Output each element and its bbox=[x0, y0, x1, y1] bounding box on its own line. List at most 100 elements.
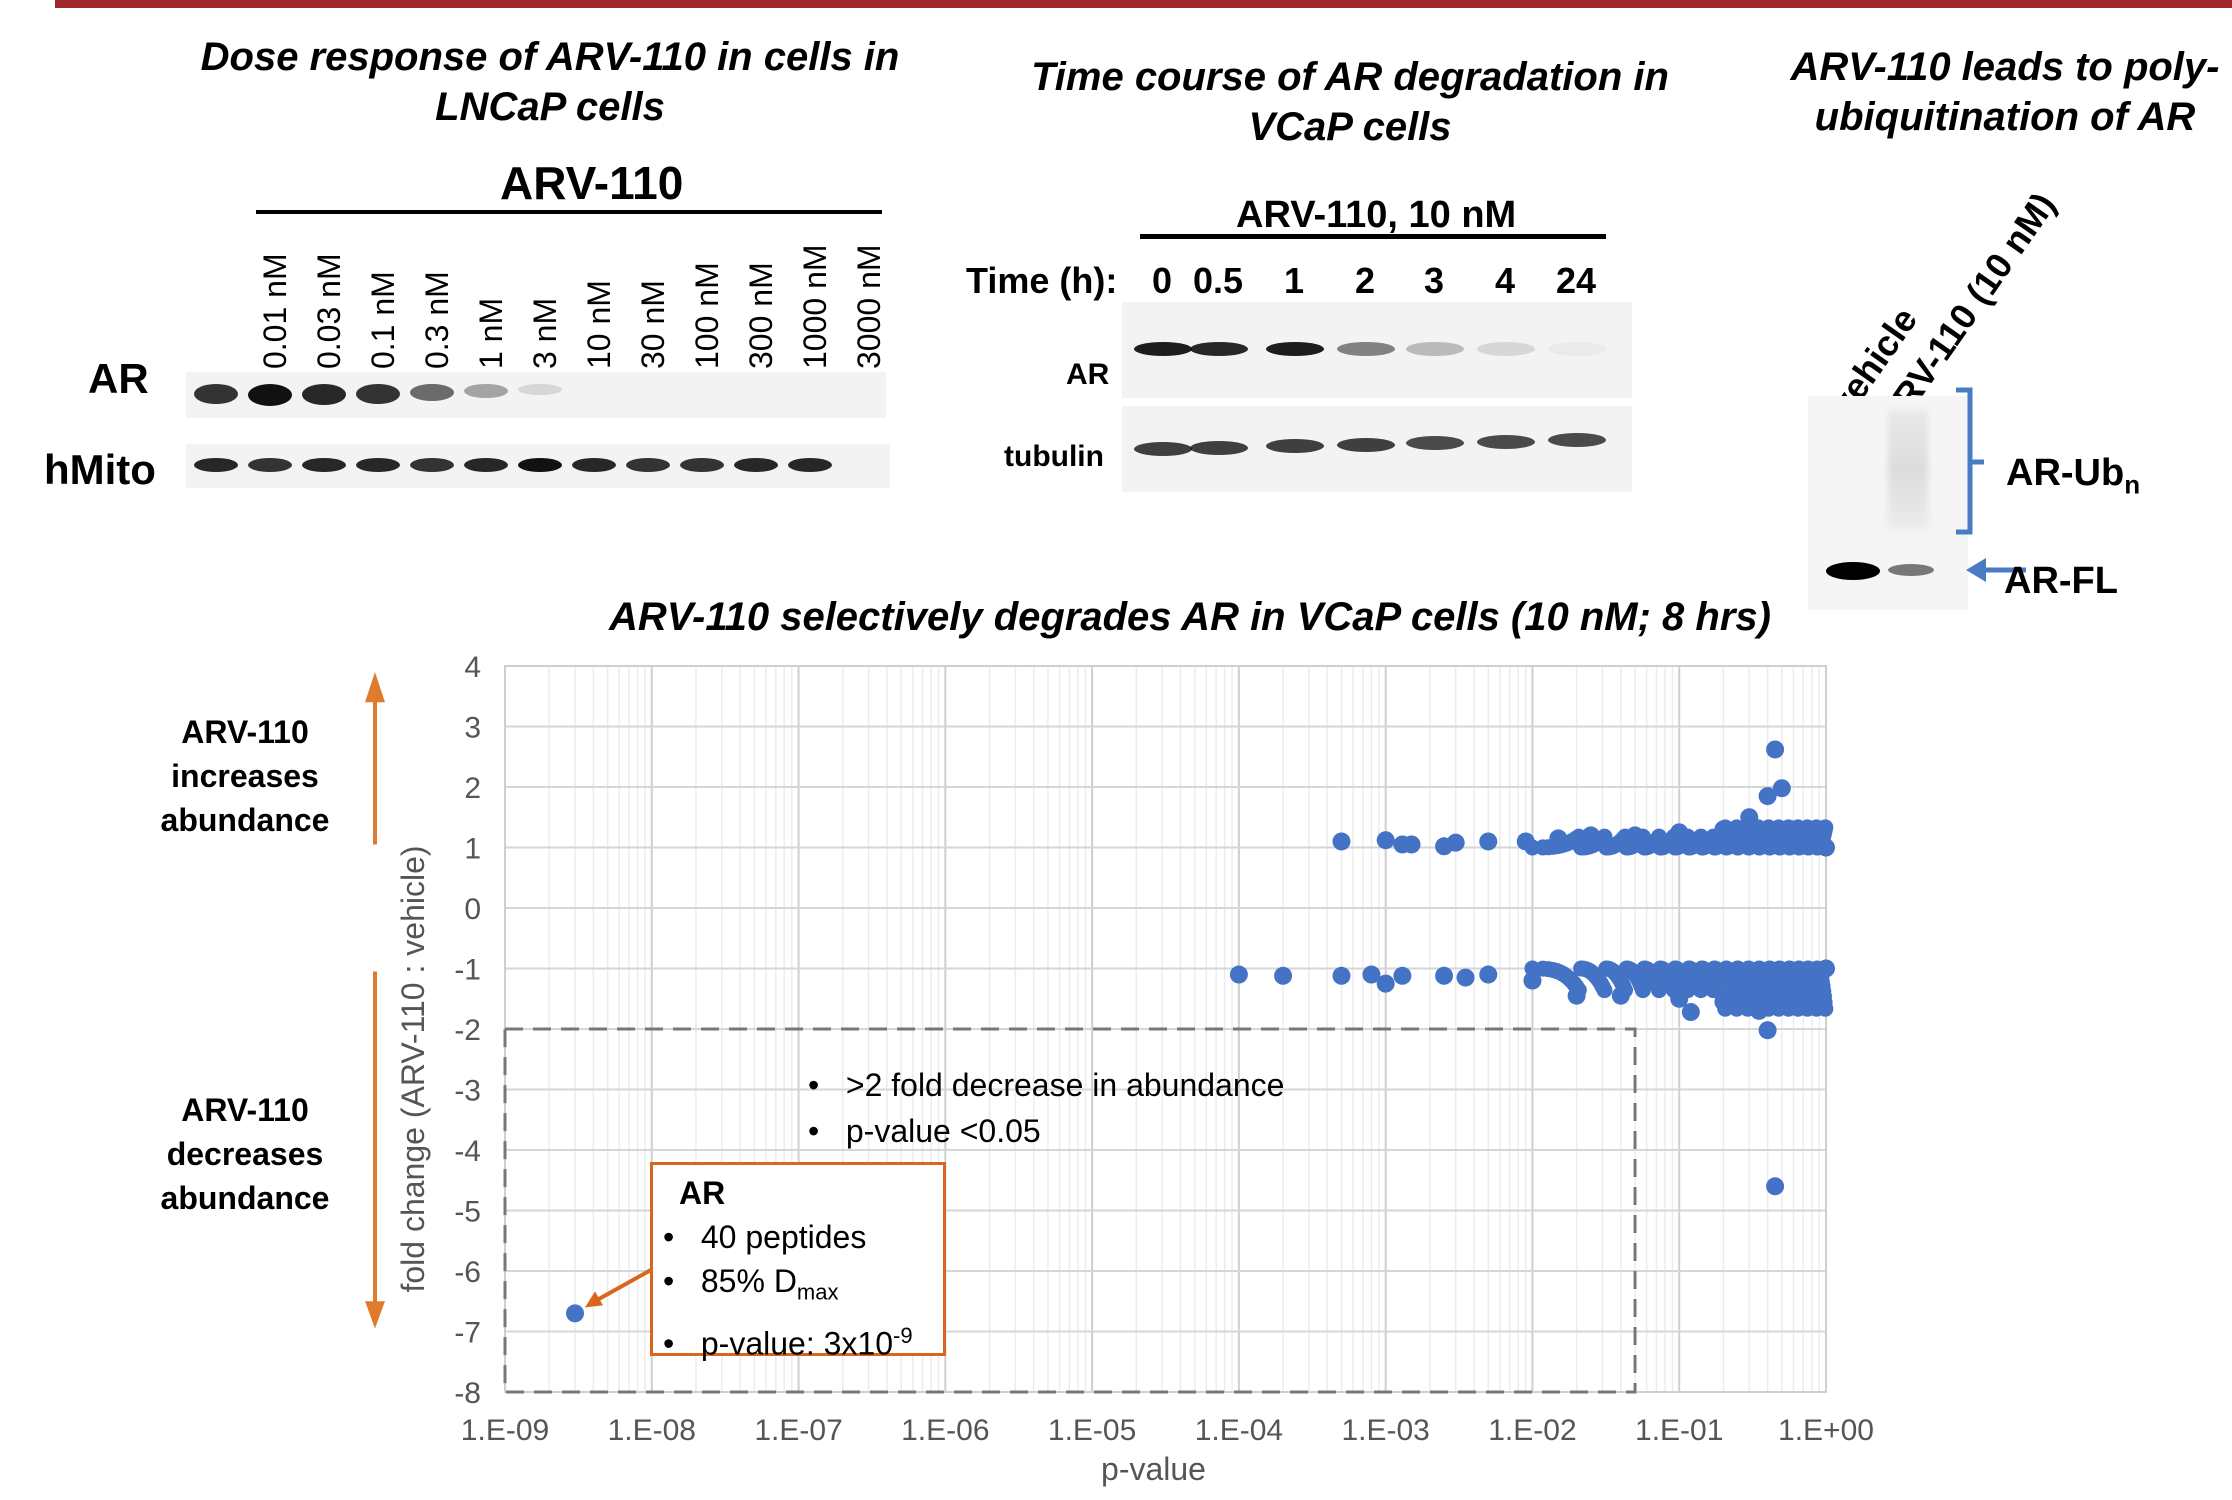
y-tick-label: -6 bbox=[454, 1256, 481, 1289]
dose-hmito-band bbox=[788, 458, 832, 472]
y-tick-label: 3 bbox=[464, 712, 481, 745]
x-tick-label: 1.E-04 bbox=[1195, 1414, 1283, 1447]
dose-ar-band bbox=[464, 384, 508, 399]
x-axis-label: p-value bbox=[1101, 1451, 1206, 1487]
criteria-item-pvalue: • p-value <0.05 bbox=[808, 1113, 1041, 1149]
ubiq-band-vehicle bbox=[1826, 562, 1880, 580]
criteria-annotation: • >2 fold decrease in abundance • p-valu… bbox=[808, 1062, 1284, 1154]
data-point bbox=[1479, 832, 1498, 851]
data-point bbox=[1766, 740, 1785, 759]
y-tick-label: -5 bbox=[454, 1196, 481, 1229]
dose-ar-band bbox=[194, 384, 238, 405]
dose-hmito-band bbox=[194, 458, 238, 472]
x-tick-label: 1.E-07 bbox=[754, 1414, 842, 1447]
data-point-cluster bbox=[1617, 982, 1634, 999]
data-point-cluster bbox=[1665, 982, 1682, 999]
pval-sup: -9 bbox=[893, 1323, 913, 1349]
dose-lane-label: 0.03 nM bbox=[311, 253, 347, 369]
dose-hmito-band bbox=[356, 458, 400, 472]
time-point-label: 24 bbox=[1555, 260, 1597, 301]
time-row-label-ar: AR bbox=[1066, 358, 1110, 391]
y-tick-label: -3 bbox=[454, 1075, 481, 1108]
dose-hmito-band bbox=[248, 458, 292, 472]
decrease-label: ARV-110 decreases abundance bbox=[160, 1092, 330, 1216]
dose-lane-label: 0.01 nM bbox=[257, 253, 293, 369]
data-point-cluster bbox=[1634, 982, 1651, 999]
data-point bbox=[1681, 1003, 1700, 1022]
increase-arrow-head bbox=[365, 672, 385, 703]
time-ar-band bbox=[1266, 342, 1324, 356]
data-point-cluster bbox=[1570, 982, 1587, 999]
x-tick-label: 1.E+00 bbox=[1778, 1414, 1874, 1447]
data-point bbox=[1446, 833, 1465, 852]
ubiq-label-fl: AR-FL bbox=[2004, 560, 2118, 602]
time-ar-blot bbox=[1122, 302, 1632, 398]
data-point bbox=[1758, 787, 1777, 806]
x-tick-label: 1.E-05 bbox=[1048, 1414, 1136, 1447]
data-point bbox=[1479, 965, 1498, 984]
time-tubulin-band bbox=[1477, 434, 1535, 449]
dose-lane-label: 10 nM bbox=[581, 280, 617, 369]
dose-lane-label: 1 nM bbox=[473, 297, 509, 369]
dose-lane-label: 1000 nM bbox=[797, 244, 833, 369]
ar-pointer-head bbox=[585, 1291, 604, 1308]
time-point-label: 3 bbox=[1423, 260, 1445, 301]
y-tick-label: 2 bbox=[464, 772, 481, 805]
time-point-label: 2 bbox=[1354, 260, 1376, 301]
data-point bbox=[1456, 968, 1475, 987]
dose-drug-bar bbox=[256, 210, 882, 214]
time-tubulin-band bbox=[1134, 442, 1192, 456]
dose-lane-label: 300 nM bbox=[743, 262, 779, 369]
time-ar-band bbox=[1548, 342, 1606, 356]
ubiq-label-ub-sub: n bbox=[2124, 469, 2141, 500]
data-point bbox=[566, 1304, 585, 1323]
time-point-label: 1 bbox=[1283, 260, 1305, 301]
decrease-arrow-head bbox=[365, 1301, 385, 1329]
data-point bbox=[1435, 966, 1454, 985]
x-tick-label: 1.E-03 bbox=[1341, 1414, 1429, 1447]
ar-annotation-title: AR bbox=[679, 1175, 726, 1211]
time-ar-band bbox=[1190, 342, 1248, 356]
data-point bbox=[1523, 971, 1542, 990]
ar-annotation-peptides: • 40 peptides bbox=[663, 1219, 867, 1255]
y-tick-label: -7 bbox=[454, 1317, 481, 1350]
time-point-label: 0.5 bbox=[1192, 260, 1244, 301]
time-ar-band bbox=[1477, 342, 1535, 356]
y-tick-label: 1 bbox=[464, 833, 481, 866]
time-ar-band bbox=[1134, 342, 1192, 356]
ubiq-smear bbox=[1888, 410, 1928, 530]
dose-hmito-band bbox=[302, 458, 346, 472]
ubiq-panel-title: ARV-110 leads to poly- ubiquitination of… bbox=[1790, 45, 2220, 139]
time-tubulin-blot bbox=[1122, 406, 1632, 492]
time-drug-label: ARV-110, 10 nM bbox=[1236, 194, 1517, 236]
data-point-cluster bbox=[1596, 982, 1613, 999]
ar-annotation-pvalue: • p-value: 3x10-9 bbox=[663, 1323, 913, 1363]
dose-lane-label: 100 nM bbox=[689, 262, 725, 369]
dose-hmito-blot bbox=[186, 444, 890, 488]
ubiq-arrow-head bbox=[1966, 558, 1986, 582]
x-tick-label: 1.E-02 bbox=[1488, 1414, 1576, 1447]
dose-ar-band bbox=[518, 384, 562, 396]
ubiq-bracket-path bbox=[1956, 387, 1984, 535]
dose-lane-label: 0.1 nM bbox=[365, 271, 401, 369]
data-point bbox=[1376, 831, 1395, 850]
y-tick-label: -2 bbox=[454, 1014, 481, 1047]
data-point bbox=[1229, 965, 1248, 984]
y-tick-label: -4 bbox=[454, 1135, 481, 1168]
y-tick-label: -1 bbox=[454, 954, 481, 987]
dose-hmito-band bbox=[464, 458, 508, 472]
ubiq-band-arv110 bbox=[1888, 564, 1934, 576]
y-tick-label: 4 bbox=[464, 651, 481, 684]
ubiq-bracket bbox=[1956, 387, 2026, 582]
dose-hmito-band bbox=[518, 458, 562, 472]
ubiq-label-ub: AR-Ubn bbox=[2006, 452, 2141, 500]
y-tick-label: -8 bbox=[454, 1377, 481, 1410]
dose-ar-band bbox=[302, 384, 346, 405]
dose-drug-label: ARV-110 bbox=[500, 157, 684, 209]
x-tick-label: 1.E-06 bbox=[901, 1414, 989, 1447]
time-panel-title: Time course of AR degradation in VCaP ce… bbox=[1031, 55, 1669, 149]
time-ar-band bbox=[1337, 342, 1395, 356]
time-tubulin-band bbox=[1406, 436, 1464, 450]
y-axis-label: fold change (ARV-110 : vehicle) bbox=[395, 845, 431, 1292]
dmax-sub: max bbox=[796, 1279, 839, 1305]
